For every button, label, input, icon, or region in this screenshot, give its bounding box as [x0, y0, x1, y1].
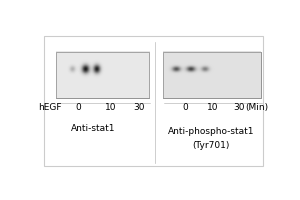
Text: 30: 30	[233, 103, 244, 112]
Text: Anti-stat1: Anti-stat1	[71, 124, 116, 133]
Text: hEGF: hEGF	[38, 103, 62, 112]
Text: 10: 10	[105, 103, 116, 112]
Text: Anti-phospho-stat1: Anti-phospho-stat1	[167, 127, 254, 136]
Bar	[56, 52, 149, 98]
Text: 0: 0	[75, 103, 81, 112]
Bar	[163, 52, 261, 98]
Bar	[44, 36, 263, 166]
Text: 30: 30	[133, 103, 144, 112]
Text: 0: 0	[182, 103, 188, 112]
Text: 10: 10	[207, 103, 219, 112]
Bar	[56, 52, 149, 98]
Bar	[163, 52, 261, 98]
Text: (Min): (Min)	[246, 103, 269, 112]
Text: (Tyr701): (Tyr701)	[192, 141, 230, 150]
